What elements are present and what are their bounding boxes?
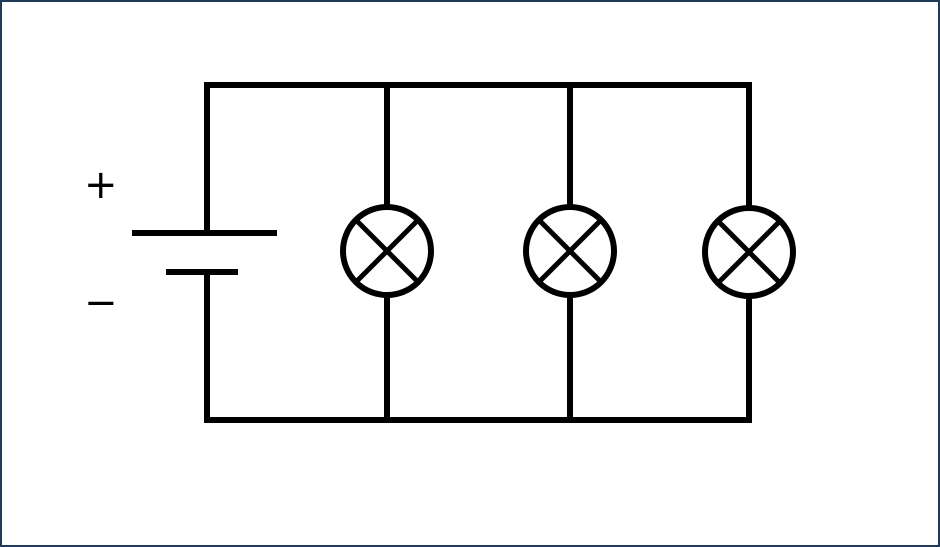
lamp-1 <box>340 204 434 298</box>
negative-sign: − <box>84 280 118 326</box>
lamp-2 <box>523 204 617 298</box>
battery-symbol: + − <box>84 162 277 326</box>
lamp-3 <box>702 205 796 299</box>
lamp-1-cross-b <box>354 218 420 284</box>
circuit-wires <box>204 82 752 423</box>
lamp-3-cross-b <box>716 219 782 285</box>
lamp-2-cross-b <box>537 218 603 284</box>
positive-sign: + <box>84 162 118 208</box>
